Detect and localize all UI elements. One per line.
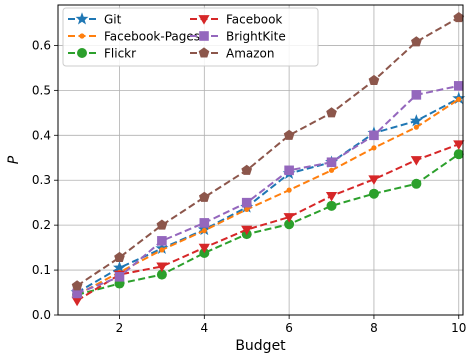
legend-item: BrightKite: [190, 30, 286, 44]
x-tick-label: 6: [285, 321, 293, 335]
series-flickr: [72, 149, 464, 300]
data-point: [411, 178, 422, 189]
legend-item: Flickr: [68, 47, 136, 61]
data-point: [72, 288, 82, 299]
legend-label: Facebook-Pages: [104, 30, 200, 44]
y-tick-label: 0.6: [32, 38, 51, 52]
data-point: [283, 213, 295, 223]
series-line: [76, 97, 460, 294]
legend-label: Flickr: [104, 47, 136, 61]
data-point: [413, 124, 419, 130]
y-tick-label: 0.4: [32, 128, 51, 142]
data-point: [369, 130, 379, 141]
data-point: [411, 36, 422, 47]
data-point: [114, 272, 125, 282]
data-point: [325, 192, 338, 202]
data-point: [411, 90, 422, 100]
data-point: [326, 107, 337, 118]
series-brightkite: [72, 81, 464, 299]
series-amazon: [71, 11, 465, 291]
series-line: [76, 143, 460, 302]
data-point: [159, 247, 165, 253]
x-tick-label: 2: [116, 321, 124, 335]
x-tick-label: 4: [200, 321, 208, 335]
legend-item: Amazon: [190, 47, 275, 61]
data-point: [156, 269, 167, 280]
y-tick-label: 0.3: [32, 173, 51, 187]
data-point: [368, 74, 380, 86]
legend-label: Git: [104, 13, 122, 27]
data-point: [368, 175, 380, 185]
y-tick-label: 0.0: [32, 308, 51, 322]
x-tick-label: 8: [370, 321, 378, 335]
legend-marker: [77, 48, 87, 58]
legend-label: BrightKite: [226, 30, 286, 44]
data-point: [241, 197, 252, 208]
data-point: [283, 129, 295, 140]
data-point: [198, 243, 210, 254]
data-point: [453, 140, 465, 150]
legend-item: Facebook: [190, 13, 282, 27]
data-point: [371, 145, 377, 151]
data-point: [453, 149, 464, 160]
legend-marker: [198, 15, 210, 25]
data-point: [241, 225, 253, 236]
data-point: [244, 206, 250, 213]
legend-marker: [75, 12, 89, 25]
legend-label: Amazon: [226, 47, 275, 61]
data-point: [326, 157, 337, 168]
data-point: [157, 236, 167, 246]
legend-item: Facebook-Pages: [68, 30, 200, 44]
axis-ticks: 2 4 6 8 10 0.0 0.1 0.2 0.3 0.4 0.5 0.6: [32, 38, 466, 335]
data-point: [284, 165, 294, 176]
data-point: [113, 261, 126, 274]
legend: Git Facebook-Pages Flickr Facebook BrightKit…: [62, 7, 319, 67]
y-tick-label: 0.2: [32, 218, 51, 232]
data-point: [201, 227, 207, 234]
series-git: [70, 91, 466, 299]
x-tick-label: 10: [451, 321, 466, 335]
data-point: [456, 96, 462, 102]
y-tick-label: 0.1: [32, 263, 51, 277]
plot-frame: [57, 4, 464, 316]
data-point: [284, 219, 295, 230]
data-point: [453, 81, 464, 91]
data-point: [156, 262, 168, 273]
data-point: [328, 167, 335, 173]
data-point: [156, 219, 168, 230]
legend-marker: [79, 33, 85, 39]
data-point: [453, 11, 465, 23]
data-point: [286, 187, 292, 193]
data-point: [326, 200, 337, 211]
legend-item: Git: [68, 12, 122, 27]
series-layer: [70, 11, 466, 307]
x-axis-title: Budget: [235, 338, 286, 354]
series-line: [76, 153, 460, 296]
legend-label: Facebook: [226, 13, 282, 27]
data-point: [198, 191, 210, 202]
data-point: [199, 218, 210, 228]
y-axis-title: P: [6, 155, 22, 164]
y-tick-label: 0.5: [32, 83, 51, 97]
data-point: [114, 251, 125, 263]
series-line: [76, 84, 459, 295]
data-point: [410, 156, 422, 166]
series-line: [76, 98, 460, 296]
legend-marker: [199, 31, 209, 41]
series-line: [76, 16, 460, 287]
data-point: [71, 280, 83, 291]
data-point: [241, 164, 253, 175]
data-point: [368, 188, 379, 199]
data-point: [71, 296, 83, 307]
legend-marker: [198, 47, 210, 58]
data-point: [409, 114, 423, 127]
series-facebook-pages: [74, 96, 462, 298]
